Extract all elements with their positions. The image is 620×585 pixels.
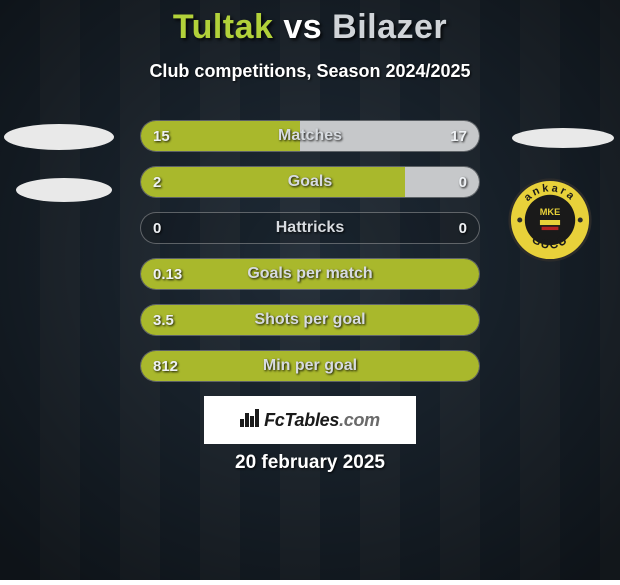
badge-inner-text: MKE [540,207,561,217]
footer-brand-text: FcTables.com [264,410,380,431]
stat-label: Hattricks [141,213,479,243]
stat-value-right: 0 [459,213,467,243]
stat-value-left: 812 [153,351,178,381]
stat-value-left: 15 [153,121,170,151]
stat-bar-left [141,305,479,335]
date-text: 20 february 2025 [0,452,620,474]
brand-suffix: .com [339,410,380,430]
stat-bar-right [405,167,479,197]
stat-value-right: 17 [450,121,467,151]
stat-value-left: 0 [153,213,161,243]
page-title: Tultak vs Bilazer [0,0,620,47]
stat-value-left: 0.13 [153,259,182,289]
brand-bars-icon [240,409,260,432]
left-club-ellipse-1 [4,124,114,150]
player2-name: Bilazer [332,8,447,46]
stat-value-left: 2 [153,167,161,197]
stat-row: Goals20 [140,166,480,198]
subtitle: Club competitions, Season 2024/2025 [0,61,620,82]
stat-row: Hattricks0 0 [140,212,480,244]
vs-text: vs [283,8,322,46]
left-club-ellipse-2 [16,178,112,202]
right-club-ellipse [512,128,614,148]
player1-name: Tultak [173,8,274,46]
stat-bar-left [141,167,405,197]
stat-bar-left [141,259,479,289]
stat-row: Matches1517 [140,120,480,152]
stat-value-left: 3.5 [153,305,174,335]
stat-value-right: 0 [459,167,467,197]
footer-brand-band: FcTables.com [204,396,416,444]
stat-bar-left [141,351,479,381]
stat-row: Goals per match0.13 [140,258,480,290]
brand-main: FcTables [264,410,339,430]
right-club-badge: ankara GÜCÜ MKE [508,178,592,262]
stat-row: Shots per goal3.5 [140,304,480,336]
stats-container: Matches1517Goals20Hattricks00Goals per m… [140,120,480,396]
stat-row: Min per goal812 [140,350,480,382]
